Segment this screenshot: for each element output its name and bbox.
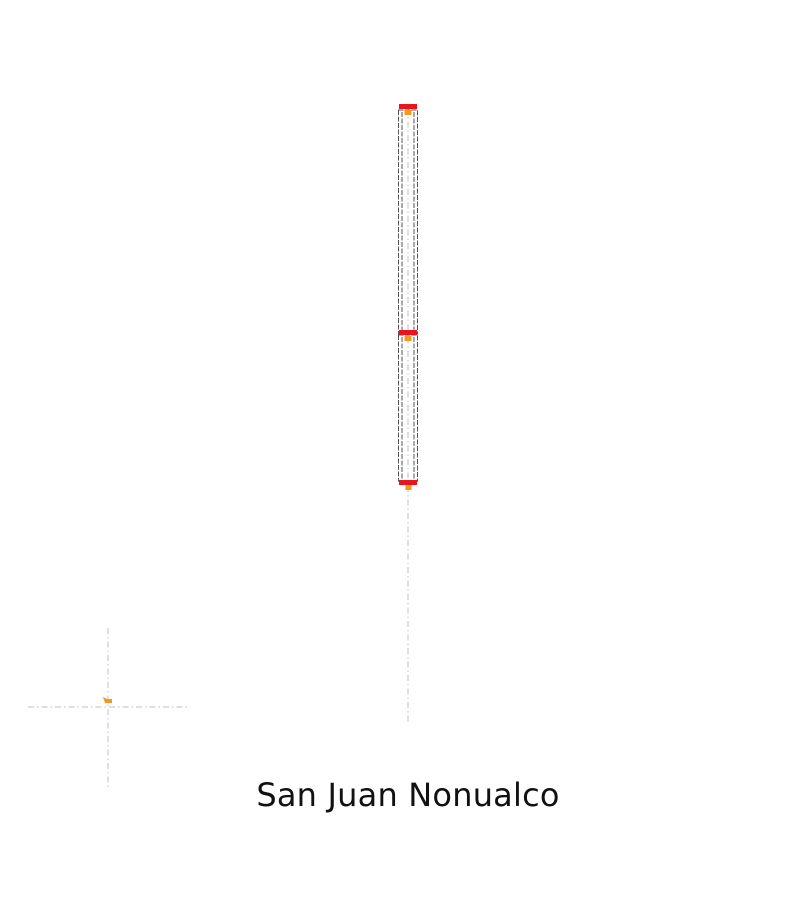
top-connection (399, 104, 417, 115)
reference-point-marker (103, 697, 112, 703)
bottom-connection (399, 480, 417, 490)
middle-connection (399, 330, 417, 341)
reference-crosshair (28, 628, 188, 788)
page-title: San Juan Nonualco (256, 776, 560, 814)
